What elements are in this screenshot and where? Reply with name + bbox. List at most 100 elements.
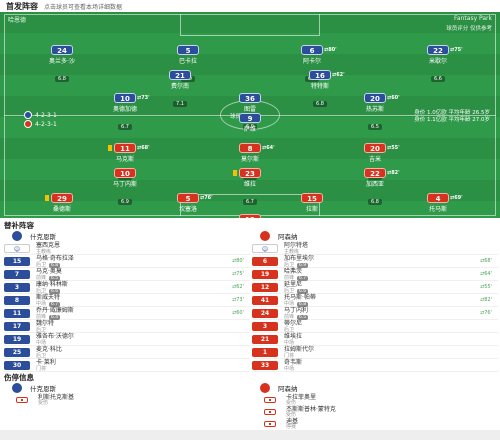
player-name: 吉米 [368, 156, 381, 163]
sub-row[interactable]: 11 乔丹·威廉姆斯 前锋 6.4 ⇄60' [4, 307, 250, 320]
sub-row[interactable]: ☺ 阿尔特塔 主教练 [252, 242, 498, 255]
team-stats: 身价 1.0亿欧 平均年龄 26.5岁 身价 1.1亿欧 平均年龄 27.0岁 [414, 110, 490, 124]
sub-info: 卡·莱利 门将 [36, 359, 56, 372]
sub-row[interactable]: 3 蒂尔尼 后卫 [252, 320, 498, 333]
sub-time: ⇄68' [137, 145, 150, 151]
away-stats: 身价 1.1亿欧 平均年龄 27.0岁 [414, 117, 490, 123]
jersey-number: 22 ⇄82' [364, 168, 400, 178]
player-away[interactable]: 13罗曼7.3 [215, 207, 285, 218]
sub-rating: 6.7 [297, 275, 309, 281]
player-rating: 6.7 [243, 199, 257, 205]
player-home[interactable]: 24 奥兰多·沙 6.8 [27, 38, 97, 84]
sub-on-time: ⇄64' [480, 271, 492, 277]
player-name: 坎塞洛 [178, 206, 197, 213]
sub-time: ⇄80' [324, 47, 337, 53]
sub-row[interactable]: 17 魏尔特 后卫 [4, 320, 250, 333]
sub-row[interactable]: 19 雅各布·沃德尔 中场 [4, 333, 250, 346]
player-away[interactable]: 10 马丁内斯 6.9 [90, 161, 160, 207]
player-home[interactable]: 20 ⇄60' 热苏斯 6.5 [340, 86, 410, 132]
player-away[interactable]: 22 ⇄82' 加西亚 6.8 [340, 161, 410, 207]
sub-name: 雅各布·沃德尔 [36, 332, 74, 340]
sub-name: 马克·奥莫 [36, 267, 62, 275]
injury-section: 伤停信息 什克恩斯 利斯托克斯基 受伤 阿森纳 卡拉菲奥里 受伤 杰斯斯普林·蒙特克受… [0, 372, 500, 430]
sub-info: 马克·奥莫 前锋 6.5 [36, 268, 62, 281]
sub-name: 魏尔特 [36, 319, 55, 327]
sub-number: 21 [252, 334, 278, 344]
sub-position: 前锋 6.4 [36, 313, 61, 320]
sub-number: 24 [252, 308, 278, 318]
sub-position: 中场 6.7 [36, 300, 61, 307]
sub-name: 延里尼 [284, 280, 303, 288]
injury-row[interactable]: 利斯托克斯基 受伤 [4, 394, 250, 406]
player-away[interactable]: 23 维拉 6.7 [215, 161, 285, 207]
jersey-number: 9 [239, 113, 261, 123]
sub-info: 塞西克恩 主教练 [36, 242, 60, 255]
player-home[interactable]: 16 ⇄62' 特特斯 6.8 [285, 63, 355, 109]
player-home[interactable]: 22 ⇄75' 米歇尔 6.6 [403, 38, 473, 84]
injury-row[interactable]: 卡拉菲奥里 受伤 [252, 394, 498, 406]
sub-row[interactable]: 25 麦克·科比 后卫 [4, 346, 250, 359]
header: 首发阵容 点击球员可查看本场详细数据 [0, 0, 500, 12]
injury-away-team-name: 阿森纳 [278, 385, 298, 393]
sub-row[interactable]: ☺ 塞西克恩 主教练 [4, 242, 250, 255]
sub-rating: 6.6 [297, 288, 309, 294]
sub-position: 前锋 6.5 [36, 274, 61, 281]
sub-name: 乌格·奇布拉泽 [36, 254, 74, 262]
player-name: 奥德加德 [112, 106, 137, 113]
sub-row[interactable]: 19 哈弗茨 前锋 6.7 ⇄64' [252, 268, 498, 281]
sub-row[interactable]: 3 康纳·科林斯 后卫 6.6 ⇄62' [4, 281, 250, 294]
player-away[interactable]: 29桑德斯6.5 [27, 186, 97, 218]
sub-row[interactable]: 41 托马斯·帕蒂 中场 6.8 ⇄82' [252, 294, 498, 307]
player-rating: 6.9 [118, 199, 132, 205]
player-rating: 6.9 [243, 124, 257, 130]
rating-note: 球员评分 仅供参考 [446, 26, 492, 32]
player-away[interactable]: 4⇄69'托马斯6.6 [403, 186, 473, 218]
sub-row[interactable]: 30 卡·莱利 门将 [4, 359, 250, 372]
player-home[interactable]: 36 图雷 6.9 [215, 86, 285, 132]
sub-info: 雅各布·沃德尔 中场 [36, 333, 74, 346]
sub-row[interactable]: 15 乌格·奇布拉泽 后卫 6.8 ⇄80' [4, 255, 250, 268]
subs-title: 替补阵容 [4, 221, 34, 230]
sub-number: 25 [4, 347, 30, 357]
player-rating: 6.8 [55, 76, 69, 82]
player-rating: 7.1 [173, 101, 187, 107]
injury-row[interactable]: 迪基 停赛 [252, 418, 498, 430]
injury-icon [264, 409, 276, 415]
player-home[interactable]: 21 费尔南 7.1 [145, 63, 215, 109]
sub-row[interactable]: 8 斯威夫特 中场 6.7 ⇄73' [4, 294, 250, 307]
player-name: 萨维 [243, 126, 256, 133]
sub-number: 30 [4, 360, 30, 370]
sub-time: ⇄60' [387, 95, 400, 101]
sub-position: 主教练 [36, 248, 52, 255]
player-away[interactable]: 15拉斯7.0 [277, 186, 347, 218]
sub-info: 阿尔特塔 主教练 [284, 242, 308, 255]
injury-info: 迪基 停赛 [286, 418, 298, 430]
sub-row[interactable]: 12 延里尼 后卫 6.6 ⇄55' [252, 281, 498, 294]
sub-row[interactable]: 33 奇韦斯 中场 [252, 359, 498, 372]
sub-number: 12 [252, 282, 278, 292]
yellow-card-icon [233, 170, 237, 176]
sub-rating: 6.8 [49, 262, 61, 268]
sub-info: 哈弗茨 前锋 6.7 [284, 268, 309, 281]
sub-position: 后卫 [36, 352, 47, 359]
footer-bar [0, 430, 500, 440]
player-rating: 6.6 [431, 76, 445, 82]
player-away[interactable]: 5⇄76'坎塞洛6.9 [153, 186, 223, 218]
sub-row[interactable]: 1 拉姆斯代尔 门将 [252, 346, 498, 359]
sub-row[interactable]: 6 加布里埃尔 后卫 6.9 ⇄68' [252, 255, 498, 268]
subs-away-team-name: 阿森纳 [278, 233, 298, 241]
subs-away-team: 阿森纳 [252, 230, 498, 242]
player-name: 马丁内斯 [112, 181, 137, 188]
sub-row[interactable]: 24 马丁内利 前锋 6.5 ⇄76' [252, 307, 498, 320]
player-name: 桑德斯 [52, 206, 71, 213]
sub-row[interactable]: 21 维埃拉 中场 [252, 333, 498, 346]
sub-row[interactable]: 7 马克·奥莫 前锋 6.5 ⇄75' [4, 268, 250, 281]
jersey-number: 5 [177, 45, 199, 55]
injury-info: 卡拉菲奥里 受伤 [286, 394, 316, 406]
sub-time: ⇄55' [387, 145, 400, 151]
sub-rating: 6.9 [297, 262, 309, 268]
injury-row[interactable]: 杰斯斯普林·蒙特克 受伤 [252, 406, 498, 418]
sub-position: 前锋 6.7 [284, 274, 309, 281]
player-home[interactable]: 10 ⇄73' 奥德加德 6.7 [90, 86, 160, 132]
home-penalty-box [180, 14, 320, 36]
